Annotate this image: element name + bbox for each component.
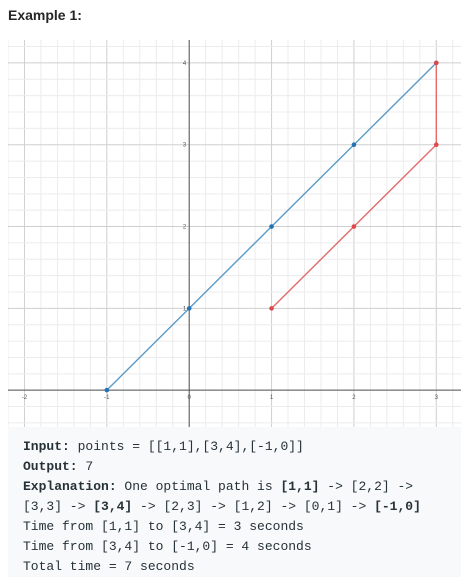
x-tick-label: -1 — [104, 395, 110, 401]
series-1-point — [269, 224, 274, 229]
explanation-text: [3,3] -> — [23, 499, 94, 514]
series-2-point — [433, 142, 439, 148]
output-label: Output: — [23, 459, 78, 474]
series-2-point — [269, 306, 274, 311]
series-1-point — [104, 387, 110, 393]
example-heading: Example 1: — [8, 7, 82, 23]
x-tick-label: 3 — [435, 395, 439, 401]
series-1-point — [351, 142, 357, 148]
x-tick-label: 0 — [188, 395, 192, 401]
y-tick-label: 4 — [183, 61, 187, 67]
y-tick-label: 1 — [183, 306, 187, 312]
x-tick-label: -2 — [22, 395, 28, 401]
y-tick-label: 2 — [183, 225, 187, 231]
time-line-2: Time from [3,4] to [-1,0] = 4 seconds — [23, 539, 312, 554]
y-tick-label: 3 — [183, 143, 187, 149]
series-2-point — [433, 60, 439, 66]
explanation-label: Explanation: — [23, 479, 117, 494]
explanation-point: [-1,0] — [374, 499, 421, 514]
x-tick-label: 1 — [270, 395, 274, 401]
path-graph: -2 -1 0 1 2 3 1 2 3 4 — [8, 40, 461, 427]
explanation-text: One optimal path is — [116, 479, 281, 494]
output-value: 7 — [77, 459, 94, 474]
explanation-point: [3,4] — [93, 499, 133, 514]
series-2-line — [271, 62, 437, 309]
series-1-point — [186, 306, 192, 311]
explanation-point: [1,1] — [280, 479, 320, 494]
explanation-text: -> [2,3] -> [1,2] -> [0,1] -> — [132, 499, 375, 514]
explanation-line-2: [3,3] -> [3,4] -> [2,3] -> [1,2] -> [0,1… — [23, 497, 446, 517]
chart-svg: -2 -1 0 1 2 3 1 2 3 4 — [8, 40, 461, 427]
input-label: Input: — [23, 439, 70, 454]
x-tick-label: 2 — [352, 395, 356, 401]
explanation-line-1: Explanation: One optimal path is [1,1] -… — [23, 477, 446, 497]
input-line: Input: points = [[1,1],[3,4],[-1,0]] — [23, 437, 446, 457]
series-2-point — [351, 224, 357, 229]
total-time-line: Total time = 7 seconds — [23, 559, 195, 574]
time-line-1: Time from [1,1] to [3,4] = 3 seconds — [23, 519, 304, 534]
explanation-text: -> [2,2] -> — [319, 479, 414, 494]
example-code-block: Input: points = [[1,1],[3,4],[-1,0]] Outp… — [8, 427, 461, 577]
output-line: Output: 7 — [23, 457, 446, 477]
input-value: points = [[1,1],[3,4],[-1,0]] — [69, 439, 304, 454]
